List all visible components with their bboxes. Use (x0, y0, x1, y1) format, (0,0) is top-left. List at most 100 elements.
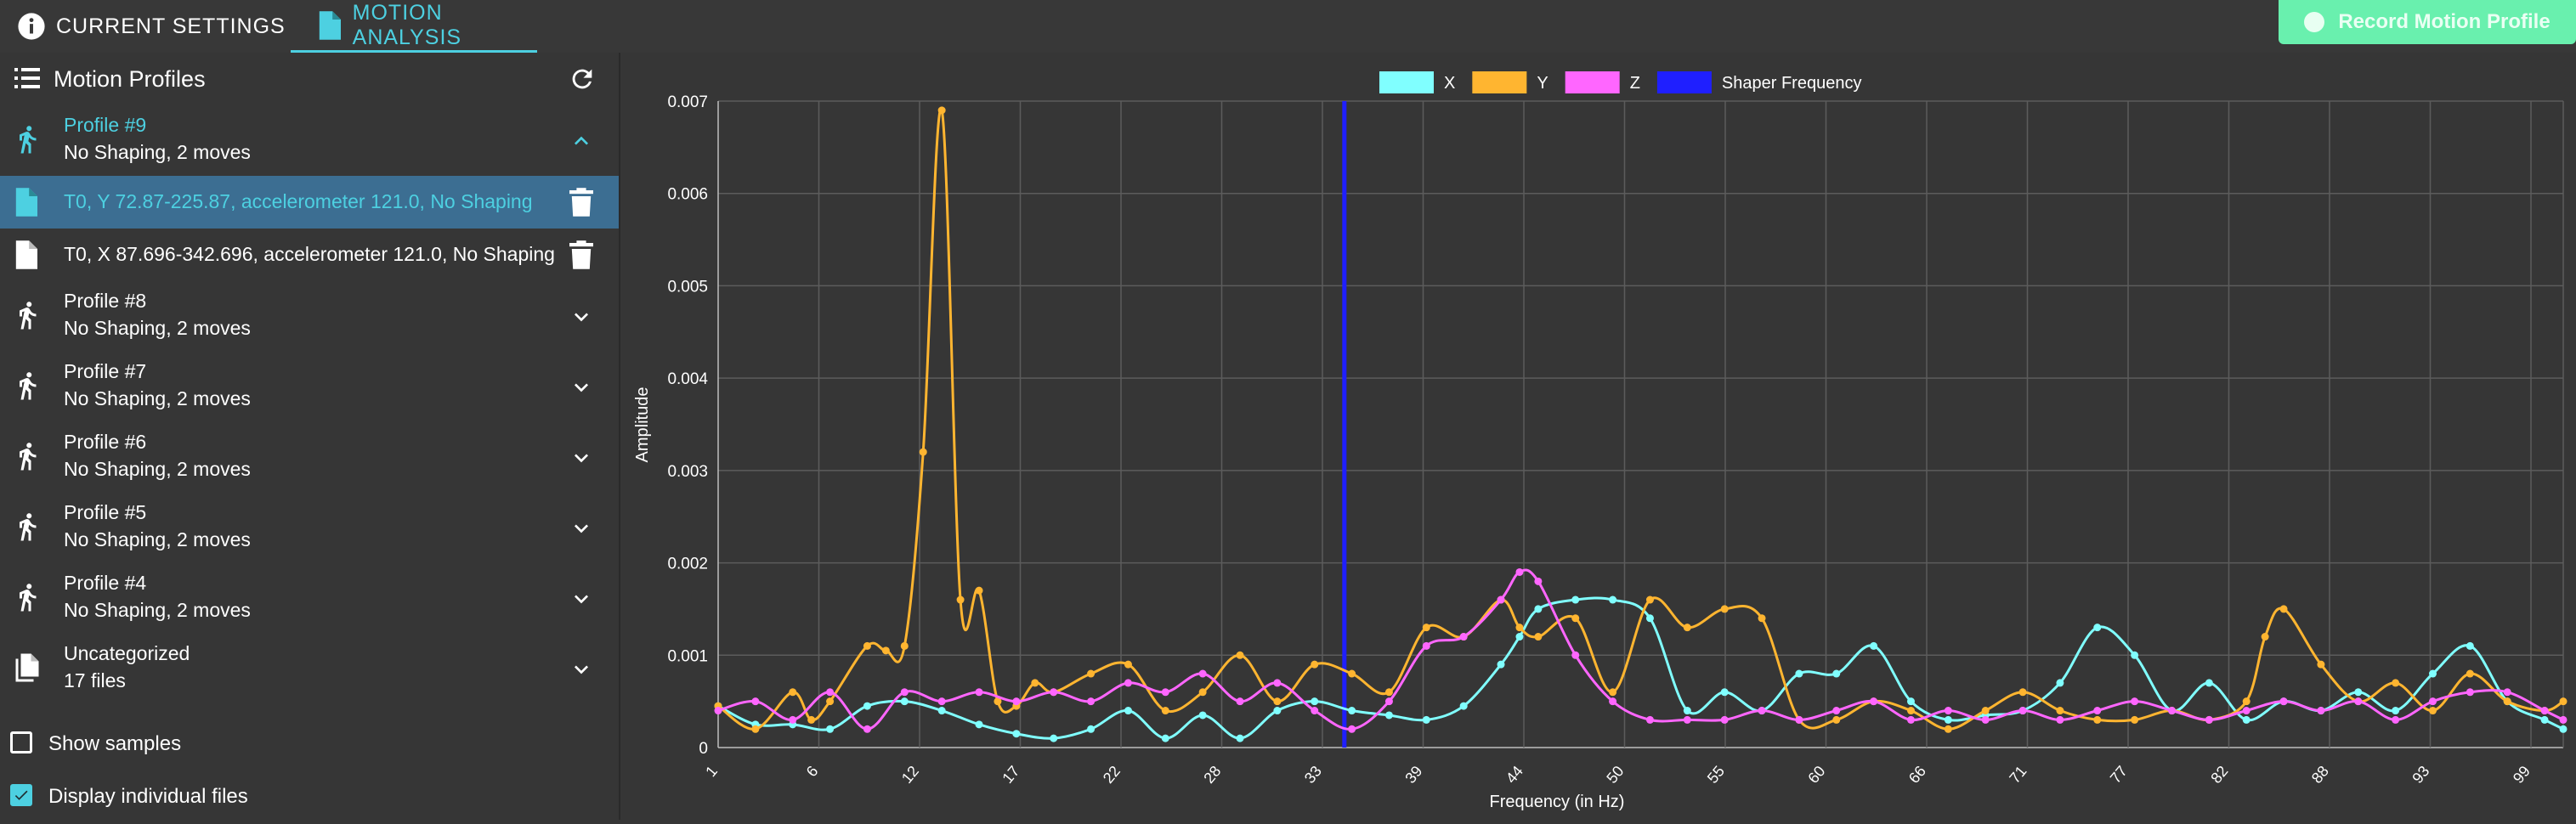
profile-title: Profile #8 (64, 290, 147, 312)
legend-swatch[interactable] (1565, 71, 1620, 93)
data-point-z (1273, 679, 1282, 687)
x-axis-label: Frequency (in Hz) (1490, 793, 1625, 811)
profile-6[interactable]: Profile #6 No Shaping, 2 moves (0, 422, 619, 493)
chevron-down-icon[interactable] (568, 444, 595, 471)
data-point-z (1981, 715, 1990, 724)
profile-subtitle: No Shaping, 2 moves (64, 387, 251, 409)
profile-file-item[interactable]: T0, Y 72.87-225.87, accelerometer 121.0,… (0, 176, 619, 229)
data-point-y (2261, 633, 2269, 641)
data-point-z (937, 697, 946, 706)
chevron-down-icon[interactable] (568, 585, 595, 612)
data-point-z (1832, 707, 1841, 715)
legend-label[interactable]: Shaper Frequency (1722, 74, 1862, 93)
chevron-down-icon[interactable] (568, 374, 595, 401)
data-point-z (1683, 715, 1691, 724)
y-tick-label: 0.005 (667, 278, 708, 296)
data-point-x (937, 707, 946, 715)
data-point-z (1348, 725, 1356, 733)
show-samples-toggle[interactable]: Show samples (0, 722, 619, 765)
trash-icon[interactable] (569, 240, 593, 269)
data-point-y (2093, 715, 2102, 724)
legend-label[interactable]: Y (1537, 74, 1548, 93)
chevron-down-icon[interactable] (568, 303, 595, 330)
checkbox-unchecked[interactable] (10, 731, 32, 753)
checkbox-checked[interactable] (10, 784, 32, 806)
data-point-z (1384, 697, 1393, 706)
data-point-y (1124, 660, 1132, 669)
data-point-y (2279, 605, 2288, 613)
data-point-x (2466, 641, 2474, 650)
data-point-z (1534, 577, 1543, 585)
profile-5[interactable]: Profile #5 No Shaping, 2 moves (0, 493, 619, 563)
uncategorized-group[interactable]: Uncategorized 17 files (0, 634, 619, 704)
data-point-x (1273, 707, 1282, 715)
data-point-y (1515, 624, 1524, 632)
checkbox-label: Show samples (48, 732, 182, 755)
data-point-y (826, 697, 835, 706)
profile-title: Profile #6 (64, 431, 147, 453)
legend-swatch[interactable] (1472, 71, 1527, 93)
data-point-x (2056, 679, 2064, 687)
profile-subtitle: No Shaping, 2 moves (64, 528, 251, 550)
tab-motion-analysis[interactable]: MOTION ANALYSIS (291, 0, 537, 53)
data-point-x (826, 725, 835, 733)
data-point-x (2205, 679, 2213, 687)
data-point-x (1348, 707, 1356, 715)
profile-8[interactable]: Profile #8 No Shaping, 2 moves (0, 281, 619, 352)
data-point-y (1981, 707, 1990, 715)
data-point-y (937, 106, 946, 115)
x-tick-label: 1 (702, 763, 721, 781)
file-icon (316, 10, 343, 40)
data-point-z (1497, 595, 1505, 604)
trash-icon[interactable] (569, 188, 593, 217)
refresh-icon[interactable] (568, 65, 597, 93)
profile-file-item[interactable]: T0, X 87.696-342.696, accelerometer 121.… (0, 229, 619, 281)
file-label: T0, Y 72.87-225.87, accelerometer 121.0,… (64, 190, 533, 212)
info-icon (17, 12, 46, 41)
chevron-down-icon[interactable] (568, 515, 595, 542)
x-tick-label: 71 (2006, 763, 2030, 787)
data-point-y (900, 641, 909, 650)
y-tick-label: 0.002 (667, 556, 708, 573)
file-copy-icon (15, 653, 39, 682)
series-line-y (717, 107, 2564, 731)
legend-swatch[interactable] (1656, 71, 1712, 93)
display-individual-files-toggle[interactable]: Display individual files (0, 775, 619, 817)
chevron-down-icon[interactable] (568, 656, 595, 683)
data-point-z (1944, 707, 1952, 715)
chart-legend: X Y Z Shaper Frequency (1379, 71, 1861, 93)
tab-current-settings[interactable]: CURRENT SETTINGS (17, 0, 286, 53)
x-tick-label: 33 (1301, 763, 1325, 787)
profile-subtitle: No Shaping, 2 moves (64, 458, 251, 480)
y-axis-ticks: 0 0.001 0.002 0.003 0.004 0.005 0.006 0.007 (667, 93, 708, 758)
running-person-icon (20, 584, 37, 612)
profile-9[interactable]: Profile #9 No Shaping, 2 moves (0, 105, 619, 176)
data-point-y (1273, 697, 1282, 706)
frequency-amplitude-chart: X Y Z Shaper Frequency 0 0.001 0.002 0.003 0.00… (633, 71, 2568, 811)
data-point-x (1236, 734, 1244, 742)
profile-title: Profile #7 (64, 360, 147, 382)
profile-7[interactable]: Profile #7 No Shaping, 2 moves (0, 352, 619, 422)
profile-subtitle: No Shaping, 2 moves (64, 599, 251, 621)
data-point-z (2279, 697, 2288, 706)
data-point-x (2131, 651, 2139, 659)
profile-4[interactable]: Profile #4 No Shaping, 2 moves (0, 563, 619, 634)
x-tick-label: 82 (2207, 763, 2231, 787)
running-person-icon (20, 513, 37, 541)
data-point-x (2242, 715, 2250, 724)
legend-label[interactable]: Z (1630, 74, 1640, 93)
data-point-y (1944, 725, 1952, 733)
data-point-x (900, 697, 909, 706)
x-tick-label: 77 (2107, 763, 2131, 787)
data-point-y (919, 448, 927, 456)
chevron-up-icon[interactable] (568, 127, 595, 155)
record-motion-profile-button[interactable]: Record Motion Profile (2279, 0, 2576, 44)
data-point-x (1720, 688, 1729, 697)
legend-label[interactable]: X (1444, 74, 1455, 93)
y-tick-label: 0 (699, 740, 708, 758)
x-tick-label: 39 (1401, 763, 1425, 787)
legend-swatch[interactable] (1379, 71, 1434, 93)
data-point-y (1311, 660, 1319, 669)
running-person-icon (20, 443, 37, 471)
data-point-z (2093, 707, 2102, 715)
